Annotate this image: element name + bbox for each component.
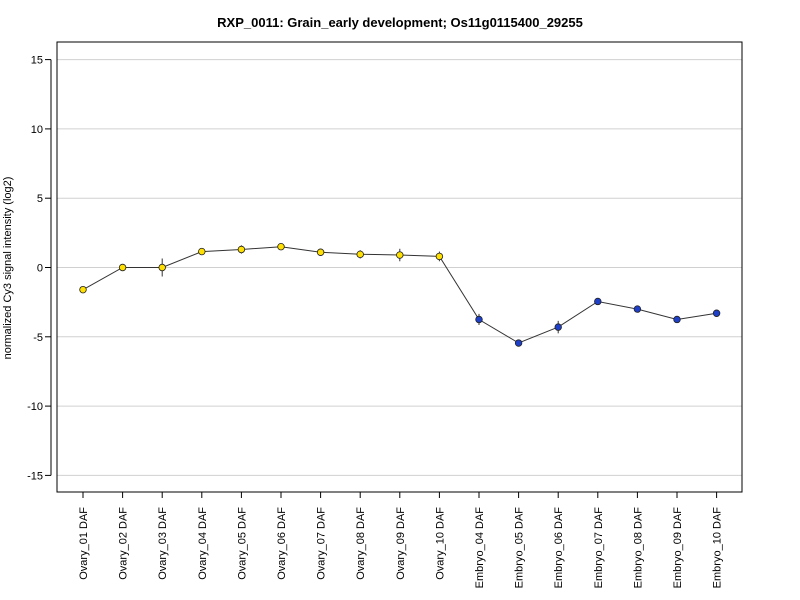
data-point <box>277 243 285 251</box>
y-tick-label: 0 <box>37 263 43 275</box>
y-tick-label: 10 <box>31 124 43 136</box>
data-point <box>316 248 325 256</box>
data-point <box>118 263 127 272</box>
x-tick-label: Embryo_09 DAF <box>672 507 684 589</box>
data-point <box>514 339 523 347</box>
data-point <box>712 309 721 317</box>
y-tick-label: -15 <box>27 470 43 482</box>
y-tick-label: -10 <box>27 401 43 413</box>
x-tick-label: Ovary_04 DAF <box>197 507 209 580</box>
grid-lines <box>57 59 742 476</box>
data-point <box>79 285 87 294</box>
x-tick-label: Ovary_05 DAF <box>236 507 248 580</box>
data-point <box>158 263 166 272</box>
x-tick-label: Ovary_03 DAF <box>157 507 169 580</box>
y-tick-label: 5 <box>37 193 43 205</box>
x-tick-label: Ovary_02 DAF <box>118 507 130 580</box>
x-tick-label: Embryo_07 DAF <box>593 507 605 589</box>
y-tick-label: -5 <box>33 332 43 344</box>
x-tick-label: Ovary_06 DAF <box>276 507 288 580</box>
data-point <box>594 297 602 306</box>
data-point <box>554 323 562 331</box>
data-point <box>673 315 681 324</box>
data-point <box>475 315 483 324</box>
x-tick-label: Ovary_08 DAF <box>355 507 367 580</box>
x-tick-label: Ovary_01 DAF <box>78 507 90 580</box>
data-point <box>198 247 206 256</box>
x-tick-label: Embryo_06 DAF <box>553 507 565 589</box>
y-tick-label: 15 <box>31 55 43 67</box>
y-axis: -15 -10 -5 0 5 10 15 <box>27 55 52 482</box>
x-tick-label: Embryo_08 DAF <box>632 507 644 589</box>
x-tick-label: Embryo_05 DAF <box>514 507 526 589</box>
data-point <box>633 305 642 313</box>
x-tick-label: Embryo_10 DAF <box>712 507 724 589</box>
x-tick-label: Ovary_07 DAF <box>316 507 328 580</box>
data-point <box>237 245 246 254</box>
data-point <box>356 250 364 259</box>
series <box>79 243 721 347</box>
data-point <box>396 251 404 259</box>
x-tick-label: Ovary_10 DAF <box>434 507 446 580</box>
x-tick-label: Ovary_09 DAF <box>395 507 407 580</box>
data-point <box>435 252 444 261</box>
y-axis-label: normalized Cy3 signal intensity (log2) <box>2 177 14 360</box>
x-tick-label: Embryo_04 DAF <box>474 507 486 589</box>
chart-title: RXP_0011: Grain_early development; Os11g… <box>217 15 583 30</box>
x-axis: Ovary_01 DAF Ovary_02 DAF Ovary_03 DAF Ovar… <box>78 491 724 589</box>
